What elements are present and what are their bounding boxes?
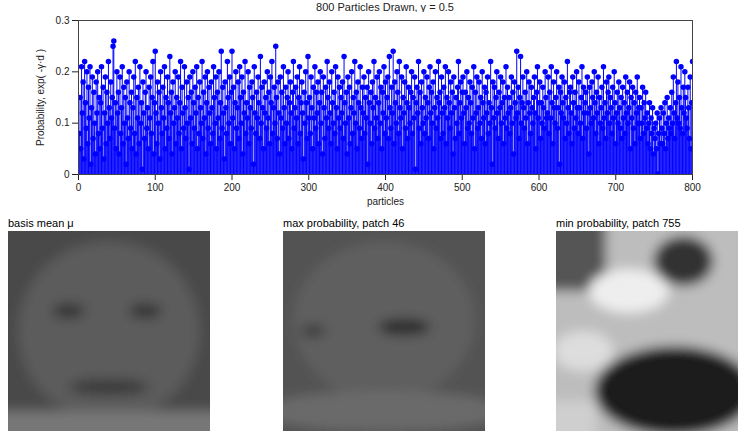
svg-text:0.3: 0.3: [56, 15, 70, 26]
html-text:basis mean μ: basis mean μ: [8, 217, 74, 229]
html-text:max probability, patch 46: max probability, patch 46: [283, 217, 405, 229]
svg-text:600: 600: [531, 182, 548, 193]
svg-text:0: 0: [76, 182, 82, 193]
svg-text:500: 500: [454, 182, 471, 193]
html-text:800 Particles Drawn, γ = 0.5: 800 Particles Drawn, γ = 0.5: [316, 1, 454, 13]
svg-text:0: 0: [64, 169, 70, 180]
html-text:min probability, patch 755: min probability, patch 755: [556, 217, 681, 229]
svg-text:100: 100: [147, 182, 164, 193]
svg-text:800: 800: [684, 182, 701, 193]
svg-text:700: 700: [607, 182, 624, 193]
svg-text:300: 300: [300, 182, 317, 193]
svg-text:particles: particles: [367, 196, 404, 207]
svg-text:400: 400: [377, 182, 394, 193]
svg-text:200: 200: [224, 182, 241, 193]
svg-text:Probability, exp( -γ·d ): Probability, exp( -γ·d ): [35, 49, 46, 146]
svg-text:0.2: 0.2: [56, 66, 70, 77]
svg-text:0.1: 0.1: [56, 117, 70, 128]
